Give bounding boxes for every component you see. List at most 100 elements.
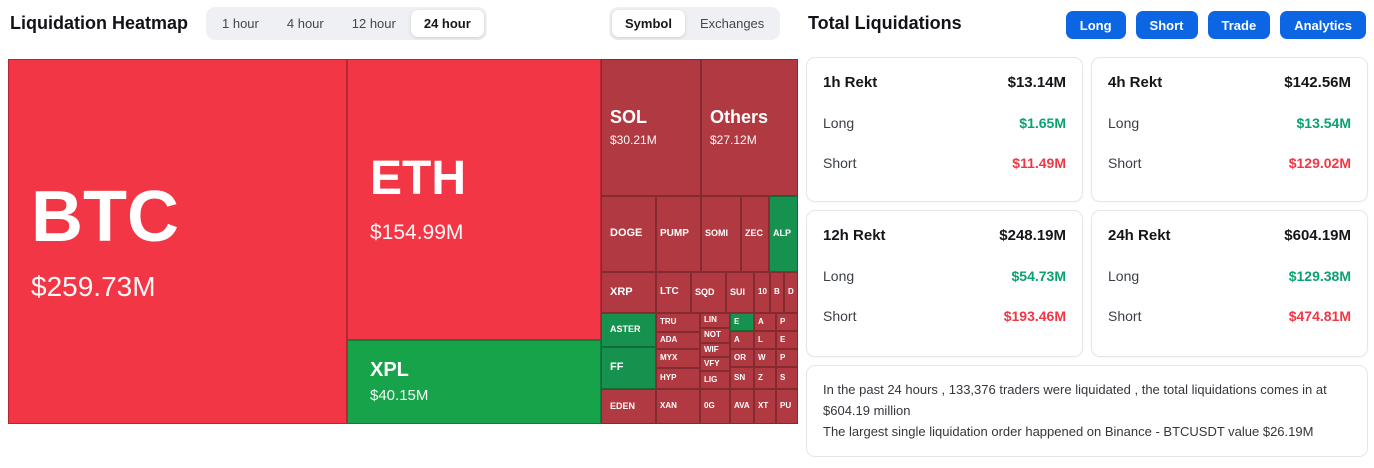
cell-symbol: ETH: [370, 152, 466, 206]
heatmap-cell-eth[interactable]: ETH $154.99M: [347, 59, 601, 340]
long-label: Long: [1108, 268, 1140, 284]
heatmap-cell-aster[interactable]: ASTER: [601, 313, 656, 347]
cell-symbol: D: [788, 287, 794, 297]
heatmap-cell-btc[interactable]: BTC $259.73M: [8, 59, 347, 424]
heatmap-cell-d[interactable]: D: [784, 272, 798, 313]
rekt-card-24h: 24h Rekt $604.19M Long $129.38M Short $4…: [1091, 210, 1368, 357]
long-label: Long: [823, 268, 855, 284]
summary-line-1: In the past 24 hours , 133,376 traders w…: [823, 382, 1327, 419]
heatmap-cell-a[interactable]: A: [754, 313, 776, 331]
cell-symbol: MYX: [660, 353, 678, 363]
heatmap-cell-lin[interactable]: LIN: [700, 313, 730, 328]
heatmap-cell-sn[interactable]: SN: [730, 367, 754, 389]
cell-symbol: S: [780, 372, 786, 382]
page-title: Liquidation Heatmap: [10, 13, 189, 33]
heatmap-cell-s[interactable]: S: [776, 367, 798, 389]
cell-symbol: A: [758, 316, 764, 326]
tab-24-hour[interactable]: 24 hour: [410, 10, 484, 37]
heatmap-cell-tru[interactable]: TRU: [656, 313, 700, 332]
rekt-card-4h: 4h Rekt $142.56M Long $13.54M Short $129…: [1091, 57, 1368, 202]
long-value: $54.73M: [1011, 268, 1066, 284]
cell-symbol: SQD: [695, 286, 715, 297]
heatmap-cell-w[interactable]: W: [754, 349, 776, 367]
heatmap-cell-l[interactable]: L: [754, 331, 776, 349]
heatmap-cell-not[interactable]: NOT: [700, 328, 730, 343]
cell-symbol: FF: [610, 361, 624, 374]
heatmap-cell-xt[interactable]: XT: [754, 389, 776, 424]
heatmap-cell-sui[interactable]: SUI: [726, 272, 754, 313]
heatmap-cell-a[interactable]: A: [730, 331, 754, 349]
trade-button[interactable]: Trade: [1207, 11, 1271, 39]
long-label: Long: [1108, 115, 1140, 131]
cell-symbol: LTC: [660, 286, 679, 298]
heatmap-cell-myx[interactable]: MYX: [656, 349, 700, 368]
tab-symbol[interactable]: Symbol: [612, 10, 685, 37]
view-mode-tabs: Symbol Exchanges: [609, 7, 781, 40]
analytics-button[interactable]: Analytics: [1280, 11, 1366, 39]
cell-symbol: EDEN: [610, 400, 636, 411]
short-button[interactable]: Short: [1135, 11, 1198, 39]
cell-symbol: AVA: [734, 401, 750, 411]
heatmap-cell-p[interactable]: P: [776, 349, 798, 367]
cell-value: $154.99M: [370, 220, 464, 244]
tab-4-hour[interactable]: 4 hour: [286, 16, 324, 31]
tab-1-hour[interactable]: 1 hour: [222, 16, 259, 31]
heatmap-cell-xrp[interactable]: XRP: [601, 272, 656, 313]
card-total: $248.19M: [999, 227, 1066, 244]
short-label: Short: [823, 155, 857, 171]
tab-12-hour[interactable]: 12 hour: [351, 16, 396, 31]
heatmap-cell-0g[interactable]: 0G: [700, 389, 730, 424]
long-button[interactable]: Long: [1065, 11, 1126, 39]
heatmap-cell-sol[interactable]: SOL $30.21M: [601, 59, 701, 196]
heatmap-cell-z[interactable]: Z: [754, 367, 776, 389]
cell-value: $259.73M: [31, 271, 156, 303]
rekt-card-12h: 12h Rekt $248.19M Long $54.73M Short $19…: [806, 210, 1083, 357]
cell-symbol: LIG: [704, 374, 718, 384]
heatmap-cell-e[interactable]: E: [776, 331, 798, 349]
heatmap-cell-wif[interactable]: WIF: [700, 343, 730, 357]
cell-symbol: SUI: [730, 286, 746, 297]
heatmap-cell-xpl[interactable]: XPL $40.15M: [347, 340, 601, 424]
cell-symbol: SOL: [610, 107, 648, 128]
card-total: $142.56M: [1284, 74, 1351, 91]
heatmap-cell-ltc[interactable]: LTC: [656, 272, 691, 313]
cell-symbol: Z: [758, 372, 763, 382]
card-title: 1h Rekt: [823, 74, 878, 91]
cell-symbol: LIN: [704, 315, 717, 325]
card-title: 24h Rekt: [1108, 227, 1171, 244]
heatmap-cell-eden[interactable]: EDEN: [601, 389, 656, 424]
heatmap-cell-sqd[interactable]: SQD: [691, 272, 726, 313]
card-title: 4h Rekt: [1108, 74, 1163, 91]
liquidation-heatmap-treemap: BTC $259.73M ETH $154.99M XPL $40.15M SOL $30.2…: [8, 59, 798, 424]
cell-symbol: ASTER: [610, 324, 641, 335]
heatmap-cell-doge[interactable]: DOGE: [601, 196, 656, 272]
long-value: $1.65M: [1019, 115, 1066, 131]
cell-symbol: E: [734, 316, 740, 326]
heatmap-cell-lig[interactable]: LIG: [700, 371, 730, 389]
cell-symbol: XAN: [660, 401, 677, 411]
heatmap-cell-somi[interactable]: SOMI: [701, 196, 741, 272]
heatmap-cell-ff[interactable]: FF: [601, 347, 656, 389]
heatmap-cell-vfy[interactable]: VFY: [700, 357, 730, 371]
heatmap-cell-e[interactable]: E: [730, 313, 754, 331]
heatmap-cell-or[interactable]: OR: [730, 349, 754, 367]
long-value: $129.38M: [1288, 268, 1351, 284]
cell-symbol: XPL: [370, 359, 409, 381]
heatmap-cell-10[interactable]: 10: [754, 272, 770, 313]
heatmap-cell-p[interactable]: P: [776, 313, 798, 331]
card-total: $13.14M: [1007, 74, 1066, 91]
tab-exchanges[interactable]: Exchanges: [699, 16, 765, 31]
heatmap-cell-ada[interactable]: ADA: [656, 332, 700, 349]
heatmap-cell-pu[interactable]: PU: [776, 389, 798, 424]
heatmap-cell-xan[interactable]: XAN: [656, 389, 700, 424]
cell-symbol: A: [734, 334, 740, 344]
heatmap-cell-b[interactable]: B: [770, 272, 784, 313]
heatmap-cell-others[interactable]: Others $27.12M: [701, 59, 798, 196]
heatmap-cell-ava[interactable]: AVA: [730, 389, 754, 424]
rekt-card-1h: 1h Rekt $13.14M Long $1.65M Short $11.49…: [806, 57, 1083, 202]
liquidation-summary: In the past 24 hours , 133,376 traders w…: [806, 365, 1368, 457]
heatmap-cell-zec[interactable]: ZEC: [741, 196, 769, 272]
heatmap-cell-alp[interactable]: ALP: [769, 196, 798, 272]
heatmap-cell-hyp[interactable]: HYP: [656, 368, 700, 389]
heatmap-cell-pump[interactable]: PUMP: [656, 196, 701, 272]
